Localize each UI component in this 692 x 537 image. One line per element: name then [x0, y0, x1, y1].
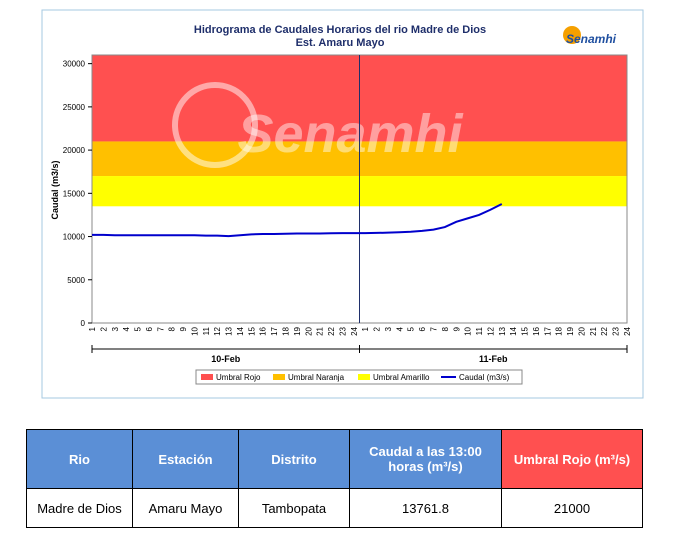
y-tick-label: 25000: [63, 103, 86, 112]
x-tick-label: 11: [475, 326, 484, 335]
legend-label: Caudal (m3/s): [459, 373, 510, 382]
legend-label: Umbral Amarillo: [373, 373, 430, 382]
x-tick-label: 8: [168, 326, 177, 331]
x-tick-label: 9: [452, 326, 461, 331]
x-tick-label: 6: [418, 326, 427, 331]
y-tick-label: 10000: [63, 233, 86, 242]
cell: Madre de Dios: [26, 488, 133, 528]
logo: Senamhi: [566, 32, 617, 46]
y-tick-label: 5000: [67, 276, 85, 285]
legend-label: Umbral Rojo: [216, 373, 261, 382]
y-tick-label: 15000: [63, 189, 86, 198]
cell: Tambopata: [238, 488, 350, 528]
x-tick-label: 1: [361, 326, 370, 331]
x-tick-label: 17: [270, 326, 279, 335]
cell: Amaru Mayo: [132, 488, 239, 528]
x-tick-label: 9: [179, 326, 188, 331]
header-cell: Distrito: [238, 429, 350, 489]
x-tick-label: 18: [555, 326, 564, 335]
watermark-sun: [172, 82, 258, 168]
x-tick-label: 24: [350, 326, 359, 335]
y-tick-label: 30000: [63, 60, 86, 69]
x-tick-label: 5: [407, 326, 416, 331]
x-tick-label: 10: [464, 326, 473, 335]
x-tick-label: 11: [202, 326, 211, 335]
header-cell: Estación: [132, 429, 239, 489]
x-tick-label: 18: [282, 326, 291, 335]
y-tick-label: 20000: [63, 146, 86, 155]
x-tick-label: 14: [509, 326, 518, 335]
x-tick-label: 16: [259, 326, 268, 335]
x-tick-label: 2: [373, 326, 382, 331]
x-tick-label: 24: [623, 326, 632, 335]
x-tick-label: 3: [384, 326, 393, 331]
header-cell: Caudal a las 13:00 horas (m³/s): [349, 429, 502, 489]
chart: Hidrograma de Caudales Horarios del rio …: [41, 9, 644, 399]
x-tick-label: 1: [88, 326, 97, 331]
x-tick-label: 12: [486, 326, 495, 335]
x-tick-label: 22: [327, 326, 336, 335]
x-tick-label: 23: [612, 326, 621, 335]
legend-swatch: [273, 374, 285, 380]
x-tick-label: 4: [122, 326, 131, 331]
cell: 13761.8: [349, 488, 502, 528]
x-tick-label: 14: [236, 326, 245, 335]
legend-swatch: [201, 374, 213, 380]
x-tick-label: 15: [521, 326, 530, 335]
watermark: Senamhi: [237, 104, 463, 164]
group-label: 10-Feb: [211, 354, 241, 364]
x-tick-label: 19: [293, 326, 302, 335]
x-tick-label: 21: [316, 326, 325, 335]
data-line: [92, 203, 503, 238]
logo-sun: [563, 26, 581, 44]
x-tick-label: 5: [134, 326, 143, 331]
x-tick-label: 22: [600, 326, 609, 335]
x-tick-label: 7: [429, 326, 438, 331]
x-tick-label: 13: [225, 326, 234, 335]
x-tick-label: 13: [498, 326, 507, 335]
header-cell: Rio: [26, 429, 133, 489]
header-cell: Umbral Rojo (m³/s): [501, 429, 643, 489]
x-tick-label: 23: [338, 326, 347, 335]
x-tick-label: 17: [543, 326, 552, 335]
x-tick-label: 3: [111, 326, 120, 331]
x-tick-label: 19: [566, 326, 575, 335]
x-tick-label: 6: [145, 326, 154, 331]
x-tick-label: 16: [532, 326, 541, 335]
x-tick-label: 20: [577, 326, 586, 335]
y-axis-label: Caudal (m3/s): [50, 160, 60, 219]
legend-swatch: [358, 374, 370, 380]
chart-title: Hidrograma de Caudales Horarios del rio …: [194, 24, 486, 36]
x-tick-label: 7: [156, 326, 165, 331]
x-tick-label: 15: [247, 326, 256, 335]
summary-table: Rio Estación Distrito Caudal a las 13:00…: [26, 429, 643, 528]
x-tick-label: 4: [395, 326, 404, 331]
x-tick-label: 10: [190, 326, 199, 335]
chart-subtitle: Est. Amaru Mayo: [296, 37, 385, 49]
x-tick-label: 12: [213, 326, 222, 335]
x-tick-label: 20: [304, 326, 313, 335]
cell: 21000: [501, 488, 643, 528]
y-tick-label: 0: [81, 319, 86, 328]
legend-label: Umbral Naranja: [288, 373, 345, 382]
x-tick-label: 8: [441, 326, 450, 331]
x-tick-label: 2: [99, 326, 108, 331]
group-label: 11-Feb: [479, 354, 508, 364]
x-tick-label: 21: [589, 326, 598, 335]
